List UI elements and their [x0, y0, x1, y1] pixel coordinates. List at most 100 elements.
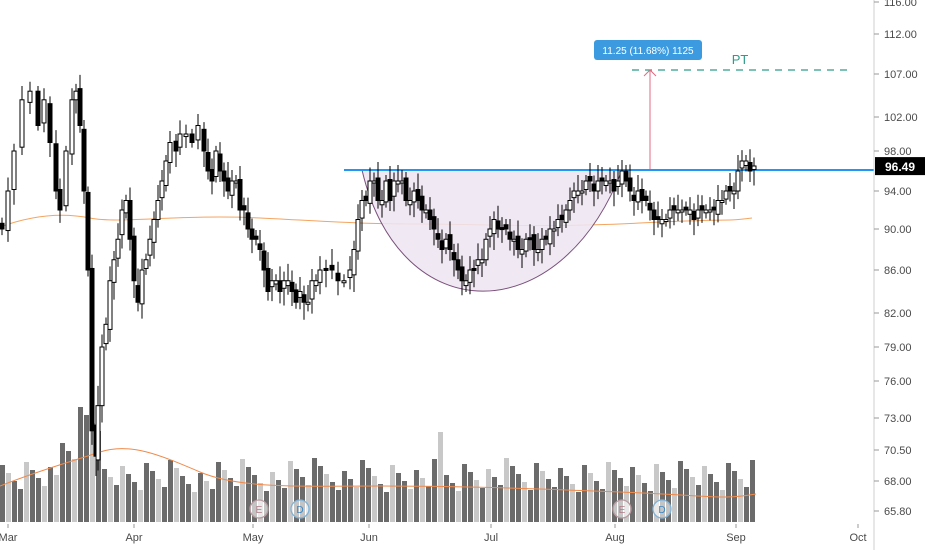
candle: [139, 269, 145, 305]
volume-bar: [240, 459, 245, 522]
volume-bar: [180, 476, 185, 522]
volume-bar: [222, 470, 227, 522]
volume-bar: [576, 492, 581, 522]
candle: [527, 237, 533, 241]
volume-bar: [444, 475, 449, 522]
volume-bar: [438, 432, 443, 522]
volume-bar: [492, 477, 497, 522]
candle: [415, 189, 421, 201]
volume-bar: [456, 491, 461, 522]
candle: [19, 99, 25, 148]
price-target-label: PT: [732, 52, 749, 67]
candle: [233, 180, 239, 184]
candle: [563, 209, 569, 223]
volume-bar: [714, 482, 719, 522]
volume-bar: [678, 461, 683, 522]
candle: [463, 280, 469, 287]
candle: [297, 291, 303, 298]
candle: [627, 177, 633, 192]
candle: [41, 99, 47, 124]
candle: [355, 219, 361, 252]
candle: [571, 190, 577, 199]
candle: [103, 323, 109, 345]
candle: [703, 209, 709, 214]
candle: [711, 206, 717, 211]
dividend-marker[interactable]: [652, 499, 672, 519]
candle: [95, 405, 101, 461]
candle: [285, 280, 291, 287]
candle: [723, 190, 729, 200]
candle: [699, 205, 705, 211]
price-axis[interactable]: 116.00 112.00 107.00 102.00 98.00 94.00 90.00 8…: [874, 0, 918, 518]
candle: [317, 269, 323, 283]
candle: [439, 240, 445, 251]
volume-bar: [588, 473, 593, 522]
candle: [495, 220, 501, 230]
volume-bar: [12, 481, 17, 522]
volume-bar: [324, 474, 329, 522]
candle: [225, 177, 231, 192]
x-tick-label: Jul: [484, 532, 498, 544]
candle: [367, 180, 373, 204]
candle: [479, 259, 485, 264]
volume-bar: [672, 488, 677, 522]
earnings-marker[interactable]: [612, 499, 632, 519]
volume-bar: [516, 474, 521, 522]
measure-label: 11.25 (11.68%) 1125: [602, 46, 694, 57]
y-tick-label: 107.00: [884, 69, 918, 81]
volume-bar: [708, 474, 713, 522]
volume-bar: [294, 469, 299, 522]
candle: [575, 190, 581, 196]
volume-bar: [450, 483, 455, 522]
volume-bar: [414, 470, 419, 522]
volume-bar: [276, 480, 281, 522]
x-tick-label: Aug: [605, 532, 625, 544]
candle: [623, 170, 629, 182]
candle: [289, 281, 295, 292]
candle: [663, 219, 669, 222]
candle: [451, 252, 457, 261]
time-axis[interactable]: Mar Apr May Jun Jul Aug Sep Oct: [0, 524, 867, 544]
candle: [363, 195, 369, 202]
candle: [423, 209, 429, 214]
volume-bar: [84, 415, 89, 522]
volume-bar: [660, 472, 665, 522]
candle: [209, 169, 215, 182]
y-tick-label: 102.00: [884, 112, 918, 124]
candle: [85, 191, 91, 271]
candle: [163, 160, 169, 186]
volume-bar: [462, 464, 467, 522]
volume-bar: [162, 487, 167, 522]
candle: [499, 227, 505, 231]
candle: [595, 180, 601, 192]
marker-letter: D: [296, 505, 303, 516]
candle: [359, 200, 365, 219]
candle: [73, 90, 79, 101]
y-tick-label: 68.00: [884, 476, 912, 488]
marker-letter: E: [619, 505, 626, 516]
volume-bar: [150, 471, 155, 522]
candle: [631, 194, 637, 201]
volume-bar: [402, 481, 407, 522]
candle: [27, 90, 33, 103]
marker-letter: D: [658, 505, 665, 516]
volume-bar: [360, 460, 365, 522]
volume-bar: [528, 490, 533, 522]
candle: [651, 209, 657, 220]
candle: [245, 212, 251, 230]
candle: [659, 219, 665, 225]
y-tick-label: 73.00: [884, 413, 912, 425]
candle: [655, 216, 661, 220]
volume-bar: [522, 482, 527, 522]
dividend-marker[interactable]: [290, 499, 310, 519]
volume-bar: [564, 476, 569, 522]
volume-bar: [204, 481, 209, 522]
x-tick-label: Mar: [0, 532, 18, 544]
volume-bar: [330, 482, 335, 522]
volume-bar: [498, 485, 503, 522]
candle: [547, 228, 553, 245]
volume-bar: [666, 480, 671, 522]
volume-bar: [750, 460, 755, 522]
earnings-marker[interactable]: [249, 499, 269, 519]
